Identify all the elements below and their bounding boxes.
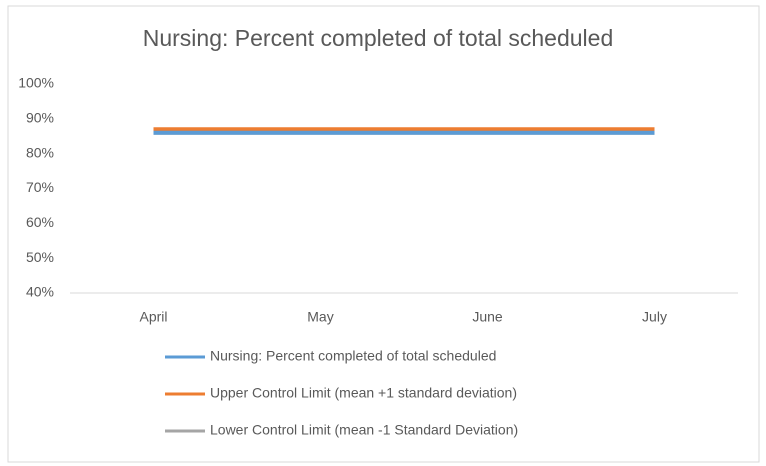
legend-label: Lower Control Limit (mean -1 Standard De…: [210, 422, 518, 438]
x-tick-label: June: [472, 309, 503, 325]
x-tick-label: July: [642, 309, 667, 325]
y-tick-label: 70%: [26, 179, 54, 195]
y-tick-label: 90%: [26, 110, 54, 126]
y-tick-label: 40%: [26, 284, 54, 300]
y-tick-label: 100%: [18, 75, 54, 91]
y-tick-label: 50%: [26, 249, 54, 265]
legend-label: Upper Control Limit (mean +1 standard de…: [210, 385, 517, 401]
x-tick-label: April: [139, 309, 167, 325]
x-tick-label: May: [307, 309, 333, 325]
chart-frame: [7, 5, 760, 463]
y-tick-label: 80%: [26, 144, 54, 160]
chart-title: Nursing: Percent completed of total sche…: [143, 25, 614, 51]
legend-label: Nursing: Percent completed of total sche…: [210, 348, 496, 364]
y-tick-label: 60%: [26, 214, 54, 230]
